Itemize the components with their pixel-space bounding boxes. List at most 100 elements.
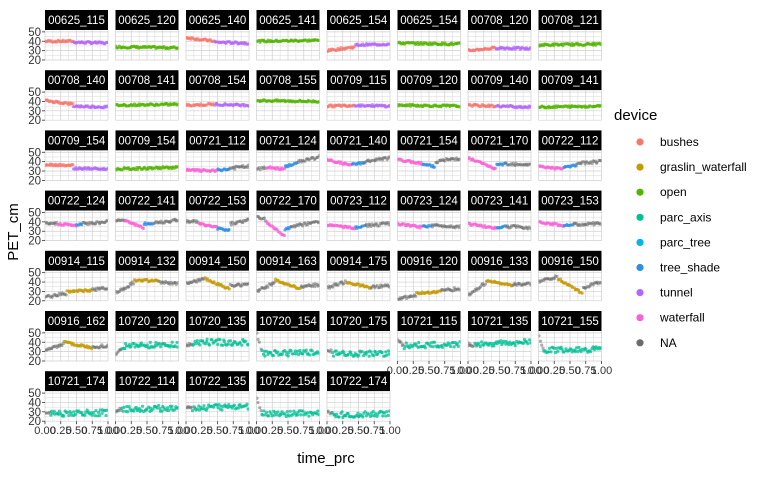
data-point-parc_axis — [276, 410, 280, 414]
x-tick-label: 0.50 — [207, 425, 228, 437]
data-point-parc_axis — [222, 339, 226, 344]
data-point-NA — [595, 160, 599, 165]
data-point-parc_axis — [417, 340, 421, 345]
data-point-parc_axis — [526, 342, 530, 346]
facet-strip-label: 10720_154 — [259, 316, 317, 328]
data-point-parc_axis — [62, 414, 66, 418]
data-point-parc_axis — [331, 354, 336, 358]
facet-strip — [468, 311, 531, 331]
data-point-parc_axis — [175, 345, 179, 349]
data-point-NA — [256, 337, 260, 342]
data-points — [468, 102, 531, 110]
facet-strip — [256, 70, 320, 91]
legend-key — [636, 263, 644, 272]
data-point-parc_axis — [304, 348, 308, 352]
data-points — [256, 214, 320, 238]
data-points — [45, 408, 108, 418]
data-point-NA — [131, 282, 136, 286]
facet-strip-label: 00709_154 — [118, 135, 176, 147]
data-points — [186, 337, 249, 348]
x-tick-label: 0.00 — [105, 425, 126, 437]
facet-strip-label: 00722_112 — [542, 135, 599, 147]
facet-panel: 00625_141 — [256, 10, 320, 61]
data-point-NA — [246, 163, 249, 167]
data-point-NA — [555, 274, 559, 279]
legend-item: parc_axis — [636, 210, 711, 224]
facet-panel: 10721_135 0.000.250.500.751.00 — [457, 311, 542, 377]
facet-strip — [115, 311, 179, 331]
facet-strip-label: 00709_140 — [471, 75, 529, 87]
data-point-parc_axis — [221, 343, 225, 347]
data-point-NA — [127, 285, 131, 289]
data-points — [468, 156, 531, 171]
data-point-parc_axis — [273, 410, 277, 415]
facet-panel: 10720_135 — [185, 311, 250, 362]
facet-panel: 10722_174 0.000.250.500.751.00 — [316, 371, 401, 437]
legend-label: tree_shade — [660, 261, 720, 275]
data-point-parc_axis — [97, 413, 102, 418]
data-point-parc_axis — [289, 349, 293, 353]
data-point-parc_axis — [123, 342, 128, 346]
data-point-parc_axis — [159, 345, 163, 349]
data-point-parc_axis — [246, 407, 249, 411]
data-point-parc_axis — [190, 408, 195, 413]
data-point-parc_axis — [507, 342, 511, 347]
data-point-tree_shade — [227, 227, 231, 232]
data-point-parc_axis — [432, 340, 437, 344]
data-points — [327, 220, 390, 231]
facet-panel: 10721_155 0.000.250.500.751.00 — [528, 311, 612, 377]
y-tick-label: 20 — [28, 416, 41, 428]
data-point-open — [457, 105, 461, 109]
data-point-NA — [329, 348, 333, 352]
data-point-parc_axis — [452, 345, 456, 349]
data-points — [538, 219, 602, 229]
data-point-NA — [256, 400, 260, 405]
data-points — [115, 278, 179, 295]
y-tick-label: 50 — [28, 388, 41, 400]
data-point-NA — [590, 162, 594, 166]
data-points — [327, 409, 390, 420]
data-points — [256, 331, 320, 358]
facet-strip-label: 00625_154 — [330, 15, 388, 27]
data-point-parc_axis — [356, 411, 360, 415]
data-point-parc_axis — [126, 410, 130, 414]
data-point-NA — [336, 283, 340, 287]
data-point-parc_axis — [386, 413, 390, 417]
data-points — [538, 274, 602, 295]
data-point-parc_axis — [100, 411, 104, 416]
data-points — [186, 101, 249, 108]
facet-strip-label: 00721_170 — [471, 135, 529, 147]
data-point-parc_axis — [448, 342, 452, 346]
data-point-open — [598, 103, 602, 107]
data-point-tunnel — [246, 42, 249, 46]
facet-strip — [327, 190, 390, 211]
data-point-parc_axis — [261, 413, 265, 417]
facet-strip — [115, 190, 179, 211]
facet-strip — [468, 70, 531, 91]
data-point-parc_axis — [579, 350, 583, 354]
facet-strip-label: 00708_141 — [118, 75, 176, 87]
facet-panel: 00723_153 — [538, 190, 602, 241]
facet-panel: 10720_154 — [256, 311, 320, 362]
facet-strip-label: 00723_141 — [471, 196, 529, 208]
facet-strip — [45, 70, 108, 91]
data-point-parc_axis — [52, 409, 56, 413]
data-point-parc_axis — [301, 409, 305, 413]
facet-strip-label: 00721_154 — [400, 135, 458, 147]
data-point-parc_axis — [334, 415, 338, 419]
facet-strip — [186, 70, 249, 91]
data-points — [327, 103, 390, 109]
facet-strip — [397, 250, 461, 271]
data-point-graslin_waterfall — [227, 287, 231, 291]
data-point-parc_axis — [216, 342, 220, 347]
data-point-NA — [399, 340, 403, 344]
facet-strip — [327, 371, 390, 392]
x-tick-label: 0.00 — [246, 425, 267, 437]
data-point-parc_axis — [381, 414, 385, 418]
data-point-NA — [313, 284, 317, 289]
data-point-parc_axis — [455, 342, 459, 346]
data-point-parc_axis — [98, 408, 102, 412]
facet-strip — [186, 250, 249, 271]
data-points — [397, 338, 461, 351]
